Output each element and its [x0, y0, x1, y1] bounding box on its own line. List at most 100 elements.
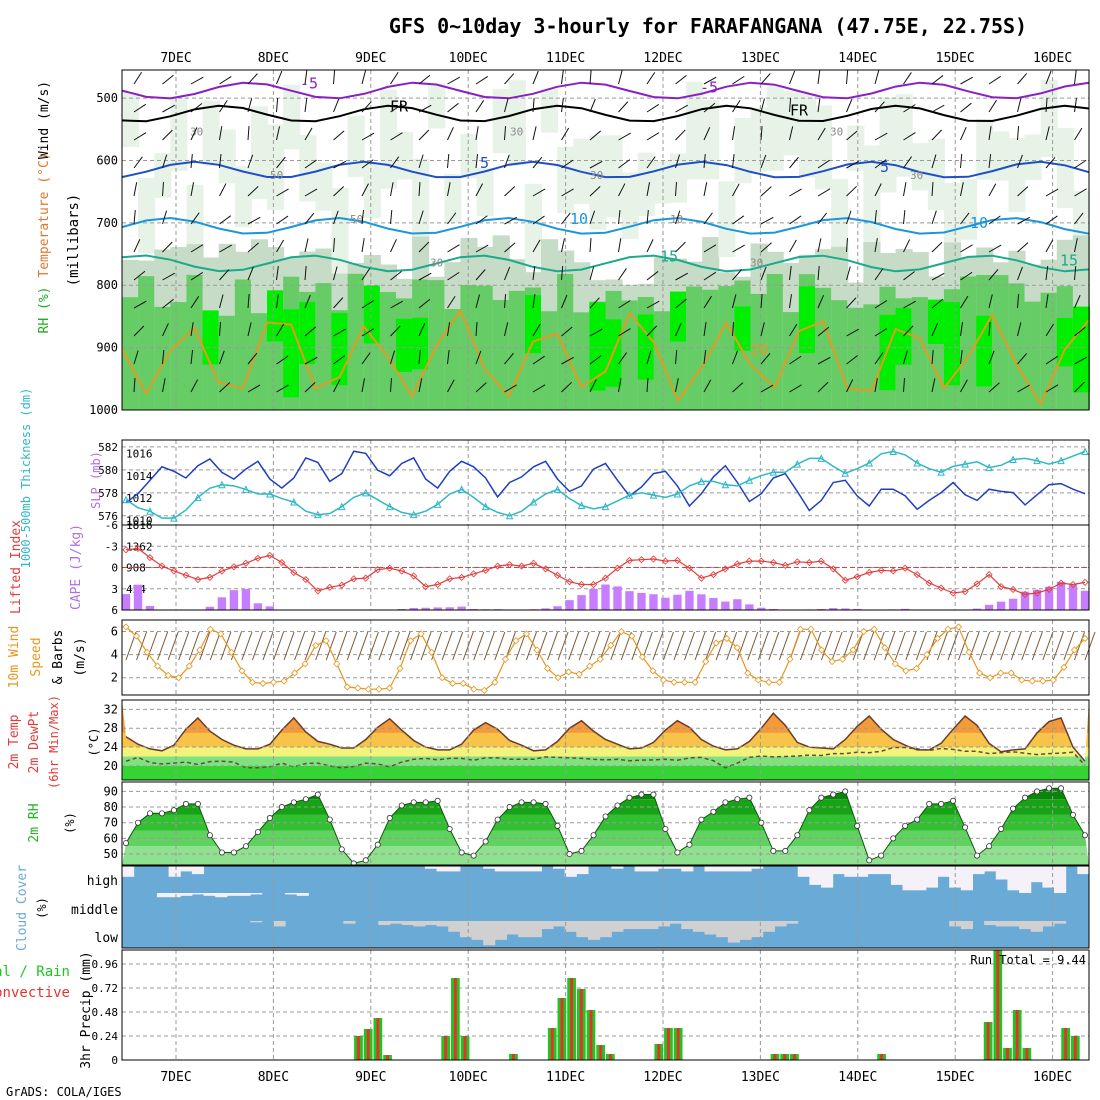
wind-barb [276, 294, 279, 309]
wind-barb [705, 631, 717, 661]
wind-barb [1017, 266, 1023, 281]
wind-barb [276, 266, 279, 281]
wind-barb [915, 631, 927, 661]
cloud-clear-bar [506, 921, 519, 935]
lifted-index-marker [757, 557, 765, 565]
wind-barb [1017, 242, 1029, 253]
rh-unit-label: (%) [63, 812, 77, 834]
lifted-index-tick: -3 [105, 540, 118, 553]
thickness-marker [961, 460, 969, 468]
pressure-tick: 900 [96, 341, 118, 355]
wind-barb [903, 72, 912, 85]
wind-speed-marker [449, 679, 457, 688]
wind-speed-marker [702, 657, 710, 666]
precip-convective-bar [792, 1054, 796, 1060]
wind-barb [817, 212, 828, 225]
rh-light-cell [782, 91, 800, 156]
cloud-clear-bar [436, 866, 449, 872]
wind-barb [817, 326, 830, 337]
wind-barb [1017, 384, 1030, 393]
rh-tick: 60 [104, 831, 118, 845]
wind-barb [732, 215, 745, 225]
cape-bar [241, 589, 251, 610]
pressure-tick: 500 [96, 91, 118, 105]
wind-barb [1073, 631, 1085, 661]
rh-light-cell [202, 100, 220, 166]
rh-light-cell [1008, 137, 1026, 213]
cloud-clear-bar [704, 921, 717, 935]
rh-marker [626, 794, 633, 801]
cloud-clear-bar [1054, 921, 1067, 924]
precip-panel: 0 0.24 0.48 0.72 0.96 Run Total = 9.44 Total /… [0, 949, 1090, 1069]
wind-barb [219, 322, 222, 337]
lifted-index-marker [362, 574, 370, 582]
wind-barb [190, 102, 203, 113]
lifted-index-marker [541, 565, 550, 573]
rh-marker [734, 796, 741, 803]
wind-barb [903, 156, 913, 169]
wind-barb [247, 126, 250, 141]
panel-border [121, 619, 1090, 696]
cloud-clear-bar [250, 921, 263, 923]
precip-convective-bar [386, 1055, 389, 1060]
wind-barb [247, 216, 261, 225]
cloud-clear-bar [599, 921, 612, 938]
wind-barb [760, 294, 763, 309]
rh-bright-cell [879, 314, 897, 391]
rh-light-cell [524, 183, 543, 267]
wind-barb [947, 631, 959, 661]
rh-marker [818, 794, 825, 801]
thickness-marker [337, 502, 346, 511]
wind-barb [715, 631, 727, 661]
wind-barb [1017, 73, 1028, 85]
cloud-clear-bar [518, 866, 531, 872]
wind-barb [561, 266, 564, 281]
wind-barb [732, 294, 737, 309]
wind-barb [988, 154, 992, 169]
rh-marker [566, 851, 573, 858]
panel-border [121, 524, 1090, 611]
rh-green-cell [831, 300, 849, 410]
wind-barb [960, 212, 970, 225]
rh-light-cell [122, 92, 140, 147]
wind-barb [315, 631, 327, 661]
wind-barb [390, 103, 403, 113]
wind-barb [989, 631, 1001, 661]
cape-bar [433, 607, 442, 610]
cape-bar [265, 606, 275, 610]
wind-barb [276, 215, 289, 225]
lifted-index-marker [949, 589, 957, 597]
rh-green-cell [138, 276, 156, 410]
wind-barb [361, 70, 367, 85]
wind-barb [1074, 212, 1084, 225]
cloud-clear-bar [203, 893, 216, 896]
cloud-clear-bar [1042, 866, 1055, 888]
wind-speed-marker [902, 667, 910, 675]
cloud-clear-bar [471, 921, 484, 940]
wind-barb [247, 384, 261, 393]
wind-barb [1021, 631, 1033, 661]
lifted-index-marker [386, 564, 394, 572]
rh-marker [446, 825, 453, 832]
wind-speed-marker [997, 669, 1005, 677]
lifted-index-marker [925, 579, 933, 587]
wind-barb [361, 378, 366, 393]
wind-barb [768, 631, 780, 661]
cape-bar [577, 595, 586, 610]
rh-bright-cell [798, 286, 817, 354]
lifted-index-marker [1021, 590, 1029, 598]
wind-barb [646, 377, 649, 393]
lifted-index-marker [661, 557, 670, 565]
rh-marker [1082, 832, 1089, 839]
wind-barb [390, 210, 393, 225]
cloud-clear-bar [436, 921, 449, 927]
cloud-clear-bar [576, 921, 589, 938]
wind-speed-marker [238, 667, 246, 675]
cloud-clear-bar [657, 866, 671, 869]
wind-barb [1045, 156, 1056, 169]
wind-barb [333, 160, 347, 169]
thickness-marker [649, 491, 658, 499]
wind-barb [703, 350, 707, 365]
wind-speed-marker [196, 646, 204, 654]
wind-speed-marker [891, 660, 899, 668]
